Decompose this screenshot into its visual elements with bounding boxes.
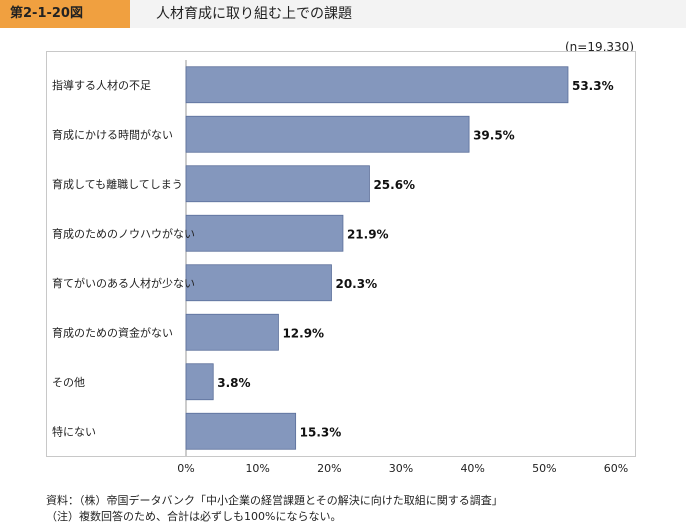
x-tick-label: 50% (532, 462, 556, 475)
bar (185, 66, 569, 104)
source-footnote: 資料：（株）帝国データバンク「中小企業の経営課題とその解決に向けた取組に関する調… (46, 494, 503, 507)
category-label: 指導する人材の不足 (52, 78, 151, 92)
category-label: 育成のためのノウハウがない (52, 226, 195, 240)
bar (185, 165, 370, 203)
figure-header: 第2-1-20図 人材育成に取り組む上での課題 (0, 0, 686, 28)
sample-size-label: (n=19,330) (564, 40, 634, 54)
data-label: 25.6% (373, 178, 415, 192)
data-label: 21.9% (347, 227, 389, 241)
category-label: 育てがいのある人材が少ない (52, 276, 195, 290)
data-label: 15.3% (300, 425, 342, 439)
category-label: 特にない (52, 424, 96, 438)
x-tick-label: 60% (604, 462, 628, 475)
figure-title-background (130, 0, 686, 28)
x-tick-label: 20% (317, 462, 341, 475)
bar (185, 412, 297, 450)
bar (185, 115, 470, 153)
note-footnote: （注）複数回答のため、合計は必ずしも100%にならない。 (46, 510, 342, 523)
bar (185, 363, 214, 401)
bar (185, 264, 332, 302)
data-label: 53.3% (572, 79, 614, 93)
data-label: 39.5% (473, 128, 515, 142)
x-tick-label: 10% (245, 462, 269, 475)
category-label: 育成にかける時間がない (52, 127, 173, 141)
data-label: 20.3% (335, 277, 377, 291)
data-label: 12.9% (282, 326, 324, 340)
x-tick-label: 40% (460, 462, 484, 475)
category-label: 育成のための資金がない (52, 325, 173, 339)
x-tick-label: 0% (177, 462, 194, 475)
bar (185, 214, 344, 252)
category-label: その他 (52, 376, 85, 389)
figure-number-label: 第2-1-20図 (0, 0, 130, 28)
data-label: 3.8% (217, 376, 250, 390)
x-tick-label: 30% (389, 462, 413, 475)
category-label: 育成しても離職してしまう (52, 177, 183, 191)
bar (185, 313, 279, 351)
figure-title: 人材育成に取り組む上での課題 (156, 6, 352, 22)
